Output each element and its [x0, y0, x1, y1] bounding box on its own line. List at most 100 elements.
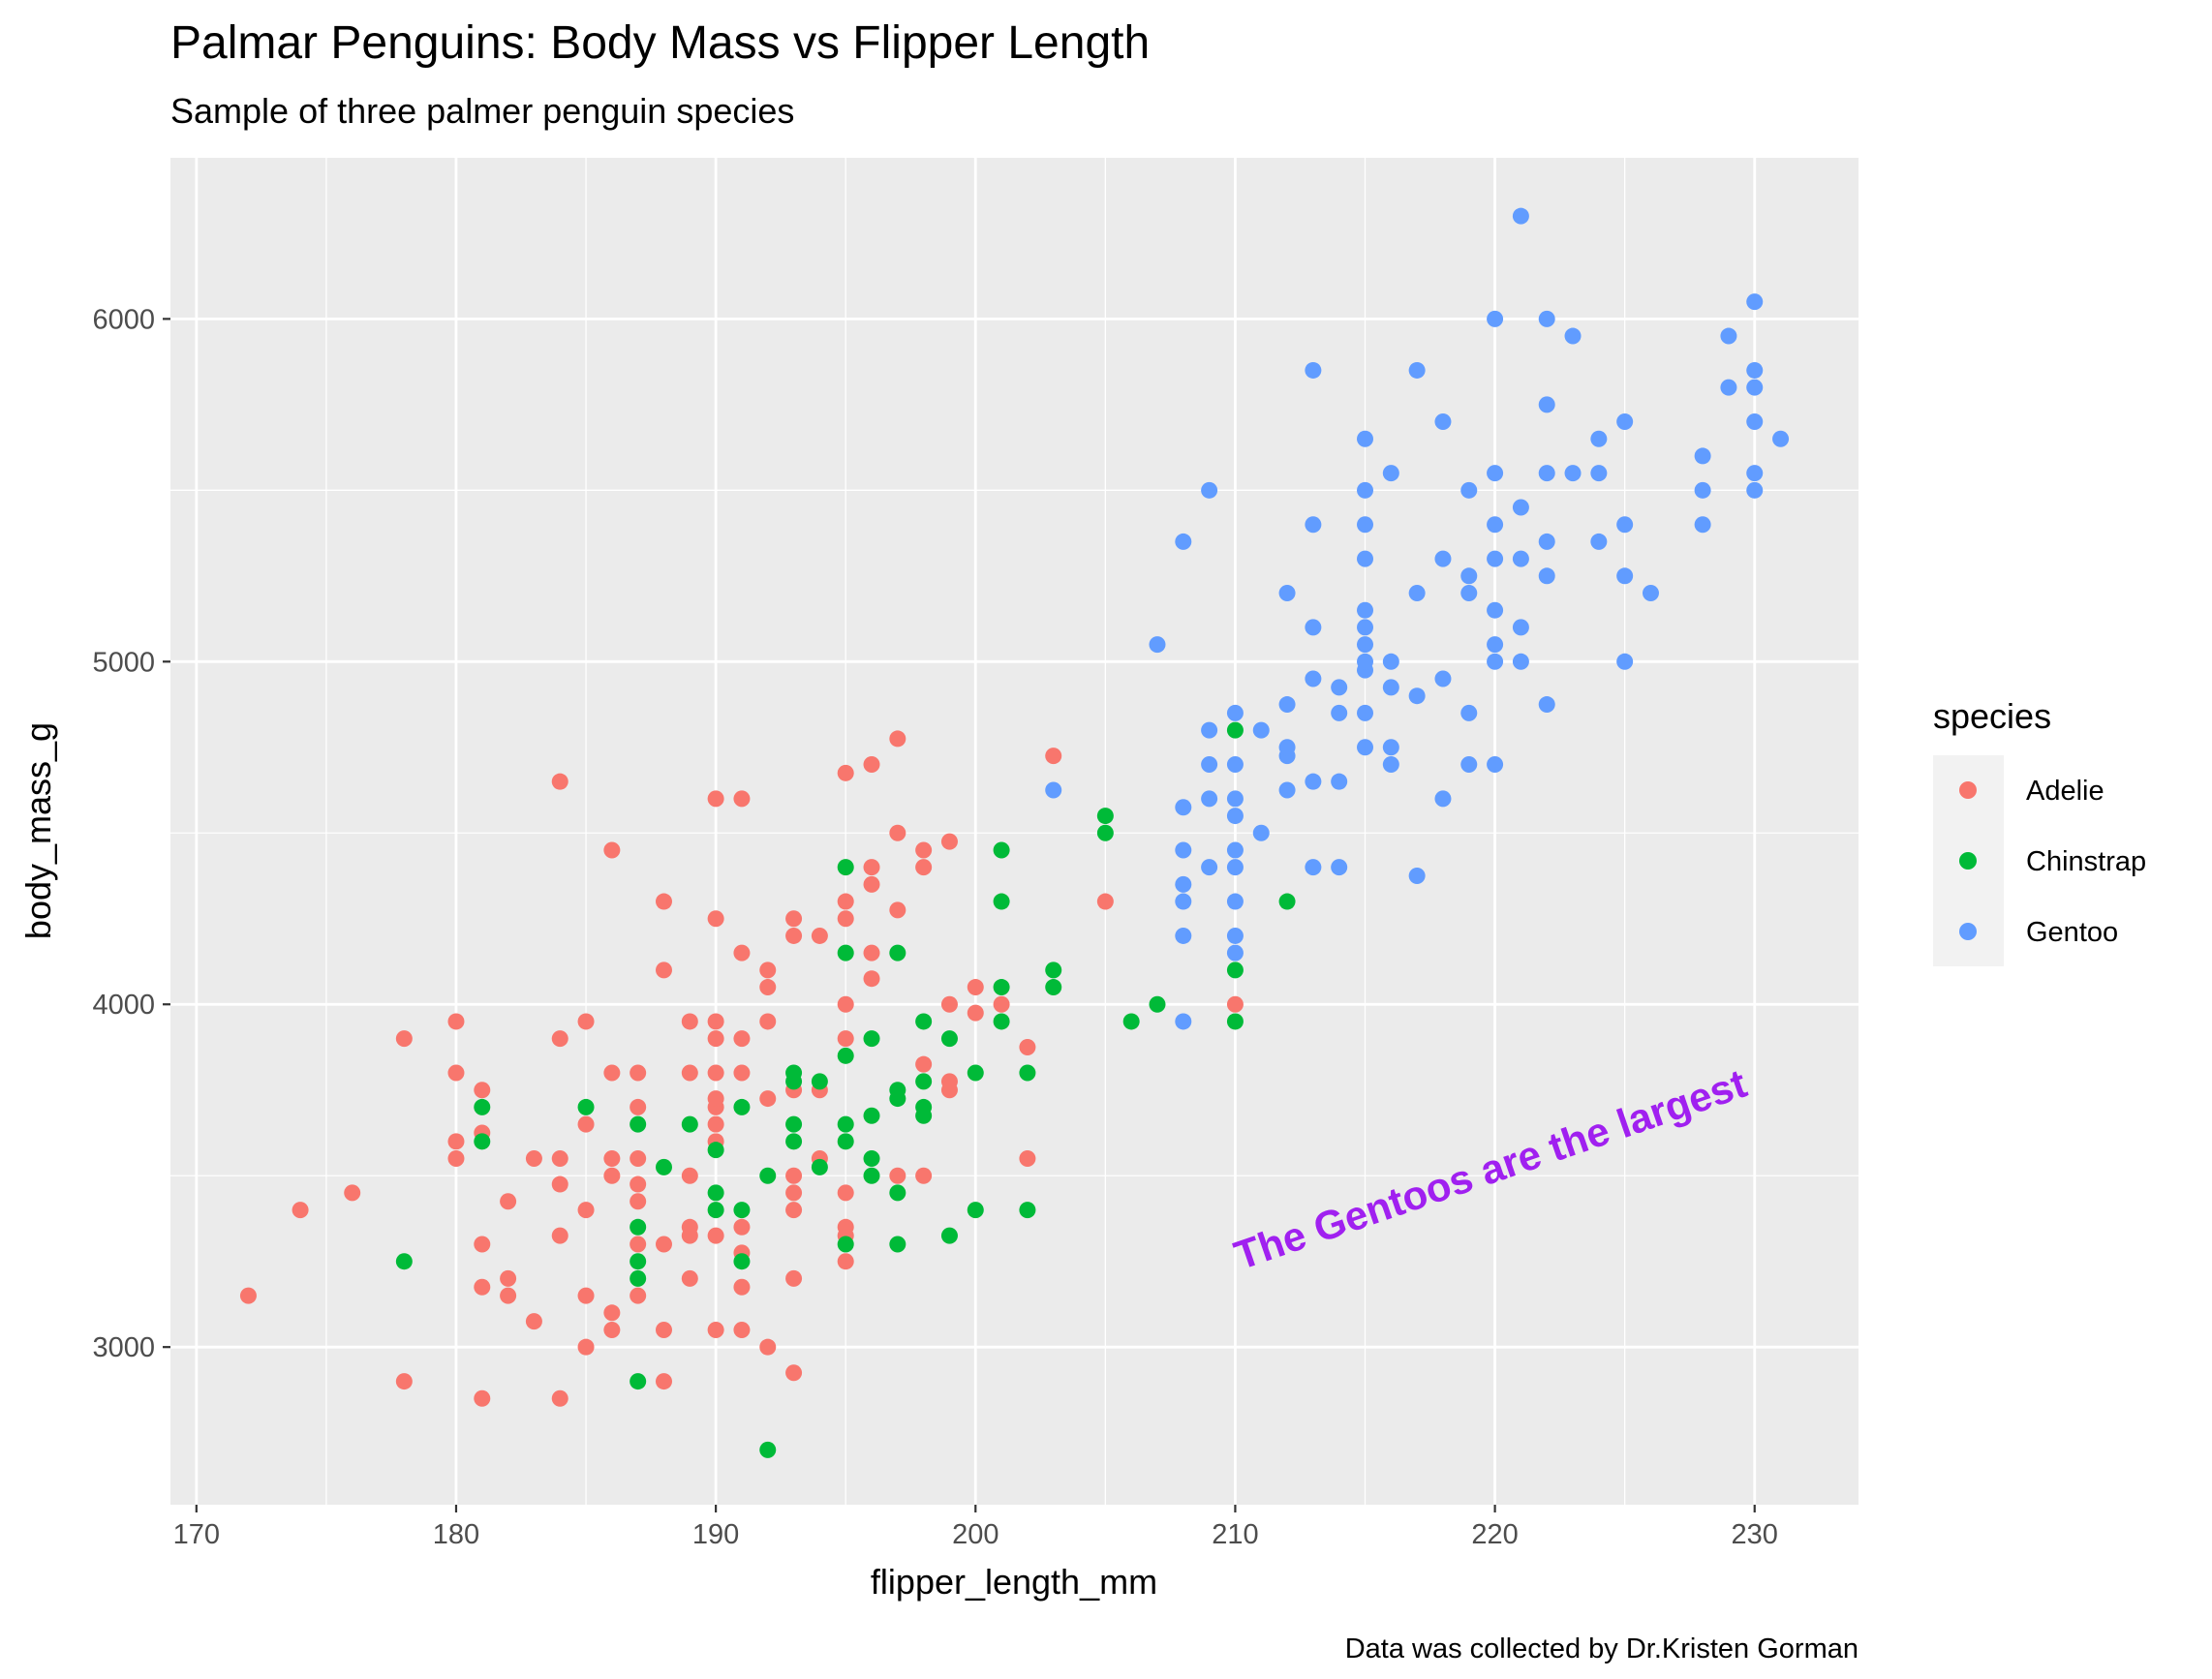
data-point-gentoo: [1252, 824, 1270, 841]
y-tick-label: 4000: [92, 990, 155, 1021]
data-point-gentoo: [1538, 465, 1555, 482]
data-point-adelie: [344, 1184, 361, 1202]
data-point-adelie: [1019, 1038, 1036, 1055]
data-point-adelie: [811, 927, 828, 944]
data-point-chinstrap: [785, 1133, 803, 1150]
data-point-chinstrap: [889, 1236, 906, 1253]
chart-title: Palmar Penguins: Body Mass vs Flipper Le…: [170, 17, 1150, 69]
data-point-gentoo: [1175, 893, 1192, 910]
data-point-gentoo: [1564, 327, 1582, 345]
data-point-chinstrap: [630, 1218, 647, 1236]
data-point-adelie: [447, 1150, 465, 1168]
data-point-gentoo: [1175, 875, 1192, 893]
data-point-adelie: [889, 901, 906, 919]
data-point-chinstrap: [863, 1150, 880, 1168]
data-point-chinstrap: [837, 859, 854, 876]
data-point-adelie: [785, 1364, 803, 1382]
data-point-adelie: [707, 790, 724, 808]
data-point-adelie: [707, 1030, 724, 1048]
x-tick-label: 220: [1471, 1519, 1518, 1550]
data-point-gentoo: [1226, 704, 1244, 721]
data-point-adelie: [603, 1064, 621, 1082]
y-tick-label: 5000: [92, 647, 155, 678]
data-point-gentoo: [1487, 516, 1504, 534]
data-point-chinstrap: [1122, 1013, 1140, 1030]
data-point-gentoo: [1694, 447, 1711, 465]
data-point-gentoo: [1616, 413, 1634, 431]
data-point-adelie: [707, 1090, 724, 1108]
data-point-adelie: [577, 1202, 595, 1219]
data-point-adelie: [940, 833, 958, 850]
data-point-gentoo: [1175, 799, 1192, 816]
data-point-adelie: [630, 1150, 647, 1168]
data-point-gentoo: [1357, 601, 1374, 619]
data-point-adelie: [940, 1073, 958, 1090]
data-point-gentoo: [1357, 481, 1374, 499]
data-point-adelie: [577, 1115, 595, 1133]
chart-caption: Data was collected by Dr.Kristen Gorman: [1345, 1633, 1859, 1664]
plot-panel: [170, 158, 1859, 1505]
data-point-chinstrap: [1045, 962, 1062, 979]
data-point-chinstrap: [1096, 824, 1114, 841]
data-point-gentoo: [1149, 636, 1166, 654]
data-point-chinstrap: [1096, 808, 1114, 825]
data-point-chinstrap: [993, 893, 1010, 910]
data-point-gentoo: [1305, 859, 1322, 876]
data-point-gentoo: [1460, 481, 1478, 499]
data-point-adelie: [551, 1227, 568, 1244]
data-point-chinstrap: [811, 1073, 828, 1090]
data-point-adelie: [785, 1167, 803, 1184]
data-point-gentoo: [1746, 361, 1764, 379]
x-axis-ticks: 170 180 190 200 210 220 230: [173, 1505, 1778, 1550]
data-point-gentoo: [1278, 781, 1296, 799]
data-point-adelie: [759, 979, 777, 996]
data-point-chinstrap: [707, 1202, 724, 1219]
data-point-adelie: [759, 1090, 777, 1108]
data-point-chinstrap: [1226, 721, 1244, 739]
data-point-chinstrap: [889, 1082, 906, 1099]
data-point-gentoo: [1487, 550, 1504, 567]
data-point-adelie: [837, 1184, 854, 1202]
data-point-adelie: [603, 1167, 621, 1184]
data-point-chinstrap: [837, 1047, 854, 1064]
data-point-gentoo: [1512, 619, 1529, 636]
data-point-gentoo: [1201, 721, 1218, 739]
y-axis-label: body_mass_g: [18, 722, 58, 939]
data-point-adelie: [837, 1218, 854, 1236]
data-point-adelie: [863, 875, 880, 893]
data-point-gentoo: [1487, 755, 1504, 773]
data-point-adelie: [837, 1253, 854, 1270]
x-tick-label: 230: [1732, 1519, 1778, 1550]
data-point-adelie: [525, 1150, 542, 1168]
data-point-adelie: [500, 1269, 517, 1287]
data-point-chinstrap: [785, 1115, 803, 1133]
data-point-gentoo: [1226, 808, 1244, 825]
data-point-adelie: [915, 1055, 933, 1073]
data-point-chinstrap: [889, 944, 906, 962]
data-point-adelie: [967, 1004, 984, 1022]
data-point-chinstrap: [1149, 995, 1166, 1013]
data-point-chinstrap: [915, 1073, 933, 1090]
data-point-adelie: [785, 1269, 803, 1287]
data-point-adelie: [603, 1304, 621, 1322]
data-point-gentoo: [1746, 413, 1764, 431]
data-point-chinstrap: [681, 1115, 698, 1133]
data-point-gentoo: [1252, 721, 1270, 739]
data-point-gentoo: [1331, 679, 1348, 696]
data-point-adelie: [681, 1064, 698, 1082]
data-point-adelie: [395, 1373, 413, 1390]
data-point-chinstrap: [474, 1133, 491, 1150]
data-point-adelie: [889, 730, 906, 748]
data-point-adelie: [630, 1287, 647, 1304]
legend-key-chinstrap: [1959, 852, 1977, 870]
data-point-adelie: [630, 1193, 647, 1210]
data-point-adelie: [707, 1064, 724, 1082]
data-point-adelie: [474, 1278, 491, 1296]
data-point-adelie: [759, 1013, 777, 1030]
data-point-gentoo: [1226, 944, 1244, 962]
data-point-chinstrap: [630, 1373, 647, 1390]
data-point-gentoo: [1201, 790, 1218, 808]
data-point-adelie: [655, 1321, 672, 1338]
legend-title: species: [1933, 696, 2051, 736]
data-point-gentoo: [1408, 361, 1426, 379]
